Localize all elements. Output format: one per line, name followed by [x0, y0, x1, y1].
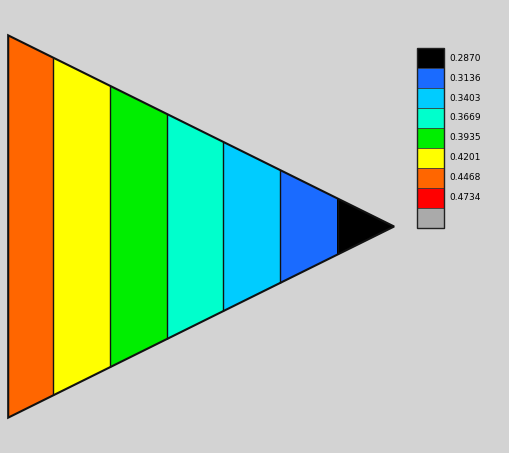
Bar: [417, 208, 444, 228]
Text: 0.3669: 0.3669: [449, 114, 481, 122]
Text: 0.3403: 0.3403: [449, 93, 481, 102]
Text: 0.4468: 0.4468: [449, 173, 481, 183]
Bar: [417, 128, 444, 148]
Bar: [417, 68, 444, 88]
Bar: [417, 48, 444, 228]
Text: 0.4734: 0.4734: [449, 193, 481, 202]
Bar: [417, 148, 444, 168]
Text: 0.3136: 0.3136: [449, 73, 481, 82]
Bar: [417, 48, 444, 68]
Text: 0.4201: 0.4201: [449, 154, 481, 163]
Bar: [417, 168, 444, 188]
Text: 0.2870: 0.2870: [449, 53, 481, 63]
Bar: [417, 108, 444, 128]
Text: 0.3935: 0.3935: [449, 134, 481, 142]
Bar: [417, 188, 444, 208]
Bar: [417, 88, 444, 108]
